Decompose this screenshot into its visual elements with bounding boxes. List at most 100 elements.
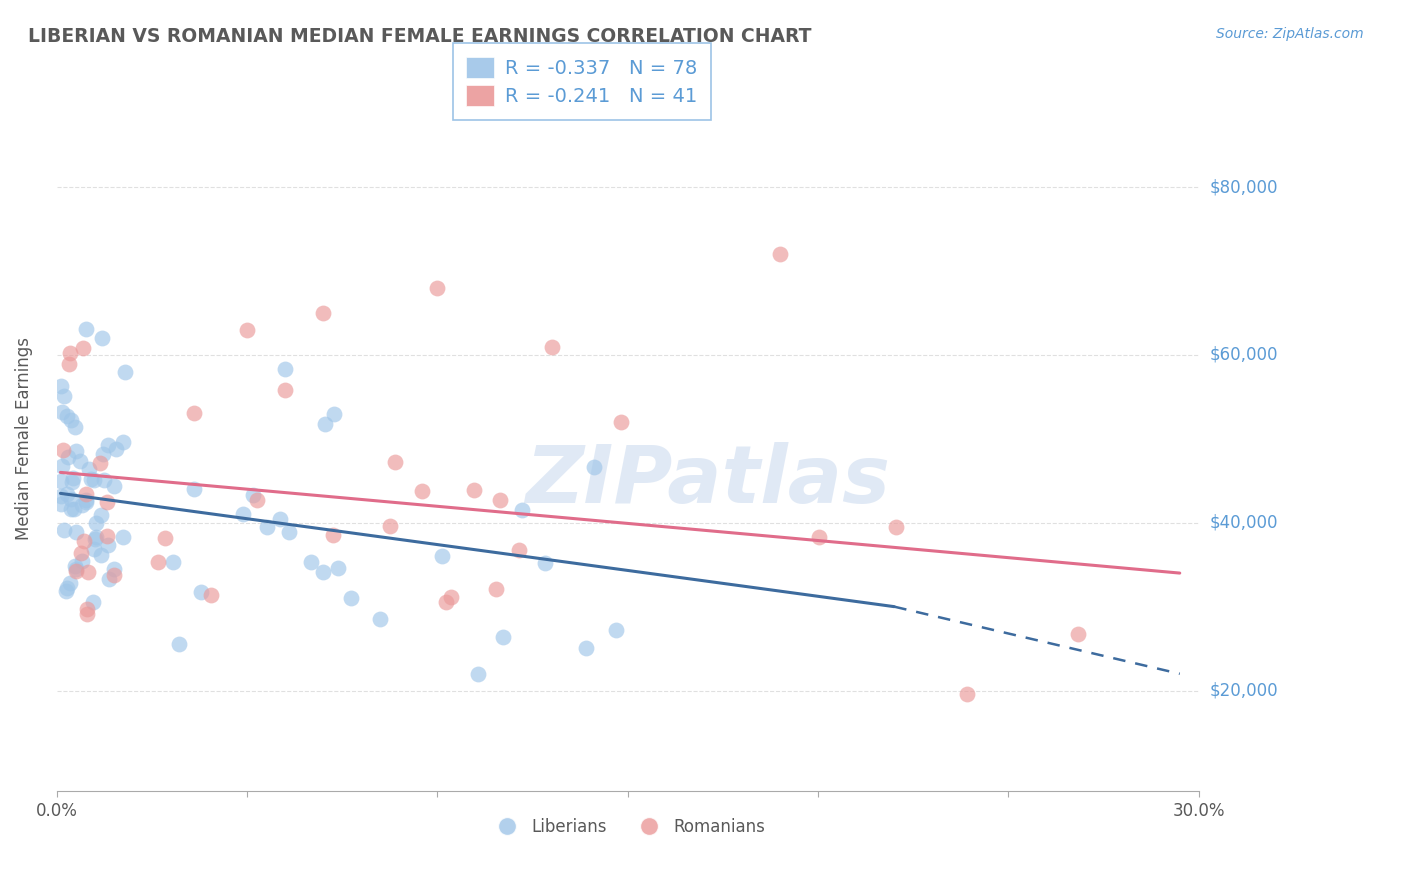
Point (411, 484, 433, 499)
Point (111, 531, 134, 545)
Point (76, 565, 98, 579)
Point (72, 341, 94, 355)
Point (90, 548, 112, 562)
Point (463, 483, 485, 497)
Point (75, 493, 97, 508)
Point (183, 482, 205, 496)
Point (59, 345, 82, 359)
Point (51, 459, 73, 474)
Point (83, 542, 105, 557)
Point (246, 493, 269, 508)
Point (491, 630, 513, 644)
Point (75, 487, 97, 501)
Point (103, 568, 125, 582)
Point (467, 666, 489, 681)
Point (540, 339, 562, 353)
Point (301, 555, 323, 569)
Text: $60,000: $60,000 (1211, 346, 1278, 364)
Point (65, 562, 87, 576)
Text: ZIPatlas: ZIPatlas (526, 442, 890, 520)
Point (75, 322, 97, 336)
Point (769, 247, 792, 261)
Point (274, 361, 297, 376)
Point (97, 438, 120, 452)
Point (162, 555, 184, 569)
Point (56, 581, 79, 595)
Point (79, 472, 101, 486)
Point (384, 455, 406, 469)
Point (49, 379, 72, 393)
Point (575, 641, 598, 656)
Point (312, 306, 335, 320)
Point (49, 474, 72, 488)
Point (605, 623, 627, 637)
Point (70, 554, 93, 568)
Point (72, 499, 94, 513)
Point (65, 525, 87, 540)
Point (60, 502, 83, 516)
Point (91, 447, 114, 461)
Point (103, 479, 125, 493)
Point (322, 407, 344, 421)
Point (60, 475, 83, 489)
Point (70, 547, 93, 561)
Point (956, 687, 979, 701)
Point (60, 492, 83, 507)
Point (96, 495, 118, 509)
Text: Source: ZipAtlas.com: Source: ZipAtlas.com (1216, 27, 1364, 41)
Point (886, 520, 908, 534)
Point (75, 495, 97, 509)
Point (114, 365, 136, 379)
Point (485, 582, 508, 596)
Point (370, 612, 392, 626)
Point (508, 543, 530, 558)
Point (84, 516, 107, 531)
Point (73, 533, 96, 548)
Text: $80,000: $80,000 (1211, 178, 1278, 196)
Point (49, 497, 72, 511)
Point (59, 576, 82, 591)
Point (103, 562, 125, 576)
Point (146, 555, 169, 569)
Point (76, 602, 98, 616)
Text: LIBERIAN VS ROMANIAN MEDIAN FEMALE EARNINGS CORRELATION CHART: LIBERIAN VS ROMANIAN MEDIAN FEMALE EARNI… (28, 27, 811, 45)
Point (167, 637, 190, 651)
Point (269, 511, 291, 525)
Point (83, 532, 105, 546)
Point (232, 507, 254, 521)
Point (274, 383, 297, 397)
Point (56, 409, 79, 423)
Text: $20,000: $20,000 (1211, 681, 1278, 699)
Point (98, 572, 121, 586)
Point (63, 559, 86, 574)
Point (52, 523, 75, 537)
Point (314, 417, 336, 431)
Point (65, 564, 87, 578)
Point (432, 549, 454, 564)
Point (1067, 626, 1090, 640)
Point (105, 442, 128, 457)
Point (89, 456, 111, 470)
Point (55, 584, 77, 599)
Point (96, 529, 118, 543)
Point (380, 519, 402, 533)
Point (489, 493, 512, 508)
Point (69, 454, 91, 468)
Point (63, 501, 86, 516)
Point (322, 528, 344, 542)
Point (93, 473, 115, 487)
Point (56, 487, 79, 501)
Point (339, 591, 361, 606)
Point (53, 389, 76, 403)
Point (153, 532, 176, 546)
Point (49, 489, 72, 503)
Point (183, 406, 205, 420)
Point (77, 462, 100, 476)
Point (65, 420, 87, 434)
Point (91, 331, 114, 345)
Point (112, 434, 135, 449)
Point (76, 607, 98, 621)
Point (62, 470, 84, 484)
Point (242, 488, 264, 502)
Point (278, 525, 301, 540)
